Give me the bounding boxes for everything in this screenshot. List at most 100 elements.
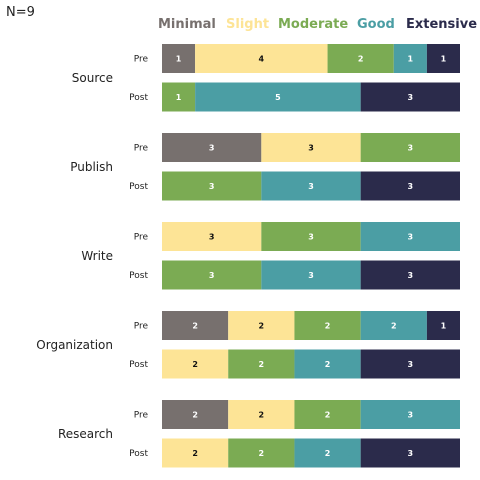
bar-segment-minimal [162, 400, 229, 429]
bar-row-post: Post 2 2 2 3 [129, 349, 460, 379]
bar-value-label: 3 [209, 182, 215, 191]
group-label: Write [81, 249, 113, 263]
row-label: Pre [134, 55, 149, 65]
bar-value-label: 2 [192, 411, 198, 420]
bar-segment-good [360, 222, 460, 251]
legend: Minimal Slight Moderate Good Extensive [158, 17, 477, 32]
bar-value-label: 3 [408, 360, 414, 369]
group-write: Write Pre 3 3 3 Post 3 3 3 [81, 222, 460, 290]
bar-row-pre: Pre 1 4 2 1 1 [134, 44, 460, 73]
bar-segment-extensive [360, 171, 460, 201]
bar-value-label: 5 [275, 93, 281, 102]
bar-value-label: 2 [192, 322, 198, 331]
group-label: Publish [70, 160, 113, 174]
row-label: Pre [134, 144, 149, 154]
bar-value-label: 3 [308, 233, 314, 242]
bar-row-post: Post 3 3 3 [129, 171, 460, 201]
bar-value-label: 3 [408, 233, 414, 242]
bar-value-label: 2 [391, 322, 397, 331]
bar-value-label: 2 [259, 322, 265, 331]
bar-row-pre: Pre 3 3 3 [134, 222, 460, 251]
bar-row-pre: Pre 2 2 2 3 [134, 400, 460, 429]
row-label: Post [129, 182, 148, 192]
bar-value-label: 2 [259, 360, 265, 369]
bar-segment-extensive [360, 438, 460, 468]
bar-value-label: 3 [209, 233, 215, 242]
bar-segment-extensive [360, 82, 460, 112]
bar-value-label: 4 [259, 55, 265, 64]
bar-segment-good [393, 44, 427, 73]
row-label: Post [129, 449, 148, 459]
bar-row-post: Post 2 2 2 3 [129, 438, 460, 468]
bar-segment-minimal [162, 311, 229, 340]
bar-value-label: 2 [358, 55, 364, 64]
bar-value-label: 3 [408, 411, 414, 420]
bar-value-label: 3 [308, 144, 314, 153]
bar-segment-moderate [162, 260, 262, 290]
legend-item-slight: Slight [226, 17, 269, 32]
row-label: Pre [134, 322, 149, 332]
bar-segment-slight [162, 438, 229, 468]
bar-value-label: 1 [408, 55, 414, 64]
group-source: Source Pre 1 4 2 1 1 Post 1 5 3 [72, 44, 460, 112]
row-label: Pre [134, 411, 149, 421]
bar-value-label: 2 [325, 411, 331, 420]
bar-segment-slight [228, 311, 295, 340]
bar-segment-extensive [426, 44, 460, 73]
group-organization: Organization Pre 2 2 2 2 1 Post 2 2 2 3 [36, 311, 460, 379]
bar-segment-good [195, 82, 361, 112]
bar-value-label: 3 [408, 93, 414, 102]
row-label: Post [129, 360, 148, 370]
bar-value-label: 2 [192, 360, 198, 369]
bar-segment-good [261, 260, 361, 290]
bar-groups: Source Pre 1 4 2 1 1 Post 1 5 3 Publish Pre 3 3 3 Post 3 3… [36, 44, 460, 468]
bar-value-label: 3 [209, 144, 215, 153]
bar-value-label: 1 [441, 55, 447, 64]
bar-value-label: 3 [308, 271, 314, 280]
legend-item-minimal: Minimal [158, 17, 216, 32]
bar-segment-slight [195, 44, 328, 73]
group-research: Research Pre 2 2 2 3 Post 2 2 2 3 [58, 400, 460, 468]
bar-value-label: 3 [408, 182, 414, 191]
bar-row-pre: Pre 2 2 2 2 1 [134, 311, 460, 340]
bar-segment-extensive [360, 349, 460, 379]
row-label: Post [129, 271, 148, 281]
bar-segment-minimal [162, 44, 196, 73]
bar-value-label: 3 [408, 144, 414, 153]
bar-segment-good [360, 311, 427, 340]
group-label: Source [72, 71, 113, 85]
bar-segment-good [294, 438, 361, 468]
bar-segment-extensive [426, 311, 460, 340]
row-label: Post [129, 93, 148, 103]
bar-segment-slight [162, 222, 262, 251]
bar-segment-moderate [162, 171, 262, 201]
bar-value-label: 1 [176, 93, 182, 102]
group-label: Organization [36, 338, 113, 352]
group-label: Research [58, 427, 113, 441]
bar-value-label: 2 [325, 322, 331, 331]
bar-segment-moderate [228, 438, 295, 468]
bar-segment-moderate [228, 349, 295, 379]
legend-item-good: Good [357, 17, 395, 32]
bar-segment-moderate [327, 44, 394, 73]
bar-segment-good [294, 349, 361, 379]
bar-segment-moderate [294, 311, 361, 340]
bar-value-label: 1 [176, 55, 182, 64]
legend-item-extensive: Extensive [406, 17, 477, 32]
row-label: Pre [134, 233, 149, 243]
bar-value-label: 2 [325, 360, 331, 369]
bar-segment-slight [261, 133, 361, 162]
bar-value-label: 3 [308, 182, 314, 191]
bar-value-label: 3 [209, 271, 215, 280]
bar-segment-slight [228, 400, 295, 429]
bar-value-label: 2 [325, 449, 331, 458]
bar-segment-moderate [294, 400, 361, 429]
bar-segment-moderate [360, 133, 460, 162]
bar-value-label: 1 [441, 322, 447, 331]
bar-row-pre: Pre 3 3 3 [134, 133, 460, 162]
bar-row-post: Post 1 5 3 [129, 82, 460, 112]
legend-item-moderate: Moderate [278, 17, 348, 32]
bar-segment-good [360, 400, 460, 429]
